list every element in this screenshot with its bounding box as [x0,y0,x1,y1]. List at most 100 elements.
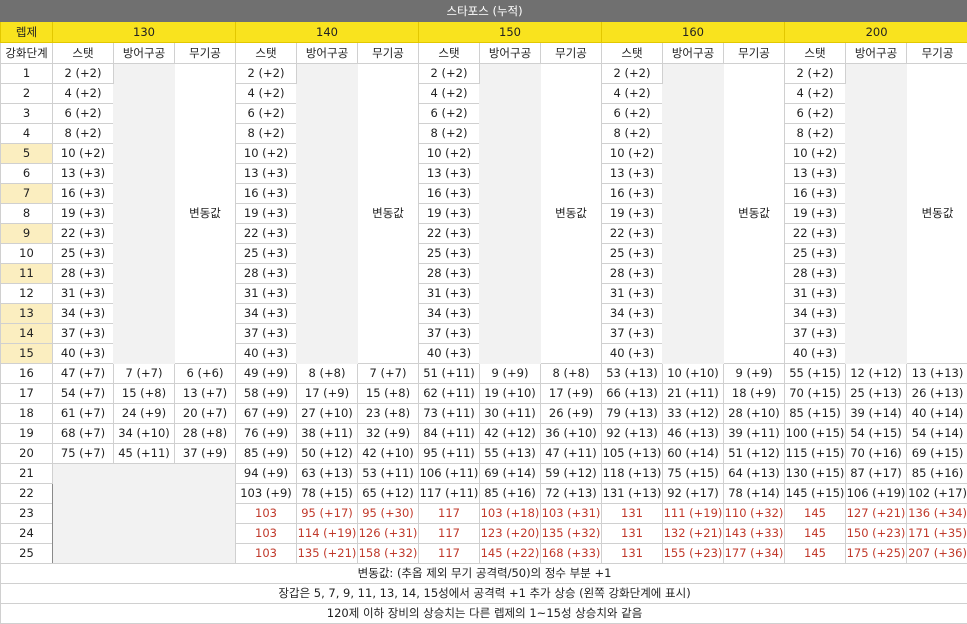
stat-cell-140: 16 (+3) [236,184,297,204]
stat-cell-200: 40 (+3) [785,344,846,364]
value-cell-160-2: 64 (+13) [724,464,785,484]
value-cell-200-0: 145 [785,524,846,544]
value-cell-200-0: 145 [785,504,846,524]
stat-cell-130: 6 (+2) [53,104,114,124]
sub-header-200-1: 방어구공 [846,43,907,64]
stat-cell-160: 2 (+2) [602,64,663,84]
value-cell-140-1: 95 (+17) [297,504,358,524]
value-cell-200-0: 130 (+15) [785,464,846,484]
value-cell-140-1: 8 (+8) [297,364,358,384]
value-cell-150-2: 135 (+32) [541,524,602,544]
value-cell-130-1: 34 (+10) [114,424,175,444]
stat-cell-160: 22 (+3) [602,224,663,244]
stat-cell-130: 16 (+3) [53,184,114,204]
value-cell-200-0: 145 (+15) [785,484,846,504]
stat-cell-200: 31 (+3) [785,284,846,304]
stat-cell-200: 2 (+2) [785,64,846,84]
value-cell-140-2: 32 (+9) [358,424,419,444]
value-cell-150-2: 168 (+33) [541,544,602,564]
value-cell-140-1: 135 (+21) [297,544,358,564]
value-cell-150-2: 26 (+9) [541,404,602,424]
sub-header-140-0: 스탯 [236,43,297,64]
level-header-130: 130 [53,22,236,43]
stat-cell-150: 22 (+3) [419,224,480,244]
value-cell-140-1: 63 (+13) [297,464,358,484]
value-cell-200-1: 87 (+17) [846,464,907,484]
value-cell-160-0: 131 [602,544,663,564]
stat-cell-160: 34 (+3) [602,304,663,324]
value-cell-160-0: 118 (+13) [602,464,663,484]
value-cell-140-0: 76 (+9) [236,424,297,444]
level-header-160: 160 [602,22,785,43]
value-cell-130-0: 75 (+7) [53,444,114,464]
sub-header-150-1: 방어구공 [480,43,541,64]
stat-cell-130: 13 (+3) [53,164,114,184]
stat-cell-140: 22 (+3) [236,224,297,244]
value-cell-150-1: 55 (+13) [480,444,541,464]
stat-cell-200: 6 (+2) [785,104,846,124]
value-cell-150-0: 117 [419,504,480,524]
value-cell-150-2: 59 (+12) [541,464,602,484]
stat-cell-130: 40 (+3) [53,344,114,364]
title-row: 스타포스 (누적) [1,1,967,22]
value-cell-150-1: 30 (+11) [480,404,541,424]
value-cell-150-1: 19 (+10) [480,384,541,404]
value-cell-140-1: 27 (+10) [297,404,358,424]
armor-atk-empty-140 [297,64,358,364]
value-cell-150-1: 42 (+12) [480,424,541,444]
stat-cell-150: 28 (+3) [419,264,480,284]
table-title: 스타포스 (누적) [1,1,967,22]
value-cell-140-2: 42 (+10) [358,444,419,464]
stat-cell-160: 40 (+3) [602,344,663,364]
value-cell-160-2: 18 (+9) [724,384,785,404]
value-cell-150-1: 103 (+18) [480,504,541,524]
value-cell-200-0: 115 (+15) [785,444,846,464]
value-cell-200-1: 39 (+14) [846,404,907,424]
stage-cell: 16 [1,364,53,384]
stat-cell-140: 10 (+2) [236,144,297,164]
stat-cell-200: 22 (+3) [785,224,846,244]
stage-cell: 14 [1,324,53,344]
value-cell-200-2: 54 (+14) [907,424,967,444]
armor-atk-empty-160 [663,64,724,364]
stat-cell-140: 31 (+3) [236,284,297,304]
footnote-1: 변동값: (추옵 제외 무기 공격력/50)의 정수 부분 +1 [1,564,967,584]
stat-cell-130: 34 (+3) [53,304,114,324]
value-cell-140-0: 49 (+9) [236,364,297,384]
stat-cell-160: 31 (+3) [602,284,663,304]
stat-cell-150: 13 (+3) [419,164,480,184]
stat-cell-200: 19 (+3) [785,204,846,224]
stat-cell-160: 37 (+3) [602,324,663,344]
value-cell-200-1: 150 (+23) [846,524,907,544]
value-cell-200-1: 70 (+16) [846,444,907,464]
stage-cell: 2 [1,84,53,104]
weapon-atk-variable-150: 변동값 [541,64,602,364]
value-cell-150-0: 51 (+11) [419,364,480,384]
stage-cell: 23 [1,504,53,524]
stat-cell-200: 10 (+2) [785,144,846,164]
stat-cell-160: 16 (+3) [602,184,663,204]
value-cell-160-2: 51 (+12) [724,444,785,464]
stat-cell-140: 28 (+3) [236,264,297,284]
stage-cell: 22 [1,484,53,504]
value-cell-150-0: 117 (+11) [419,484,480,504]
stat-cell-140: 8 (+2) [236,124,297,144]
value-cell-160-0: 92 (+13) [602,424,663,444]
stat-cell-130: 37 (+3) [53,324,114,344]
stat-cell-200: 28 (+3) [785,264,846,284]
stat-cell-200: 16 (+3) [785,184,846,204]
sub-header-140-1: 방어구공 [297,43,358,64]
stat-cell-150: 25 (+3) [419,244,480,264]
value-cell-150-1: 85 (+16) [480,484,541,504]
value-cell-200-1: 25 (+13) [846,384,907,404]
sub-header-150-2: 무기공 [541,43,602,64]
stage-cell: 13 [1,304,53,324]
value-cell-140-2: 15 (+8) [358,384,419,404]
value-cell-160-2: 9 (+9) [724,364,785,384]
value-cell-130-2: 20 (+7) [175,404,236,424]
